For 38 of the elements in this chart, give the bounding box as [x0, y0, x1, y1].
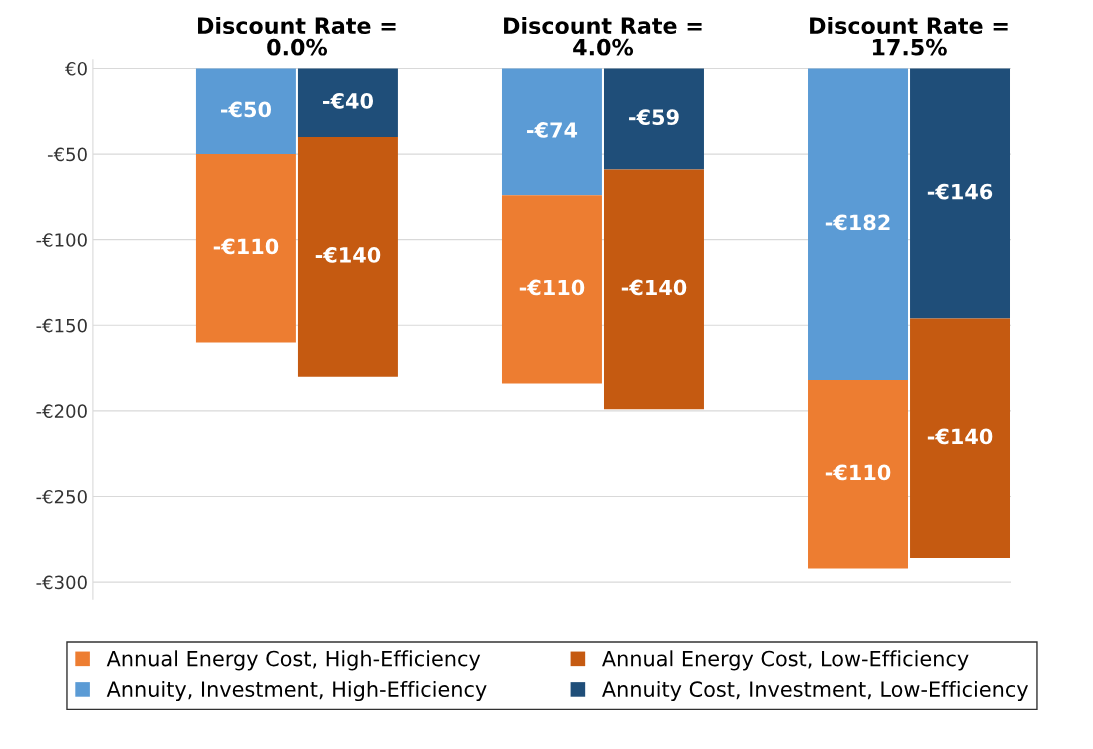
- legend-label: Annual Energy Cost, Low-Efficiency: [602, 650, 969, 671]
- data-label: -€40: [323, 93, 374, 109]
- text: Discount Rate = 0.0%: [198, 16, 396, 56]
- y-tick-label: -€200: [36, 404, 87, 418]
- bar: [501, 68, 602, 196]
- data-label: -€140: [315, 247, 381, 263]
- bar: [603, 68, 704, 170]
- data-label: -€140: [927, 428, 993, 445]
- data-label: -€59: [629, 109, 679, 126]
- bar: [808, 380, 908, 569]
- data-label: -€50: [220, 101, 271, 118]
- text: Discount Rate = 17.5%: [810, 16, 1008, 56]
- bar: [195, 68, 296, 155]
- data-label: -€146: [927, 183, 993, 200]
- legend-label: Annuity, Investment, High-Efficiency: [106, 680, 487, 702]
- bar: [501, 195, 602, 384]
- bar: [808, 68, 908, 381]
- data-label: -€110: [213, 238, 279, 255]
- bar: [910, 318, 1010, 559]
- y-tick-label: €0: [65, 61, 87, 76]
- bar: [297, 136, 398, 377]
- data-label: -€110: [519, 279, 585, 296]
- data-label: -€140: [621, 279, 687, 296]
- y-tick-label: -€300: [36, 575, 87, 590]
- y-tick-label: -€50: [47, 147, 87, 162]
- legend-label: Annual Energy Cost, High-Efficiency: [106, 650, 481, 671]
- y-tick-label: -€150: [36, 318, 87, 333]
- text: Discount Rate = 4.0%: [504, 16, 702, 56]
- bar: [195, 154, 296, 343]
- y-tick-label: -€100: [36, 233, 87, 247]
- bar: [603, 169, 704, 410]
- bar: [910, 68, 1010, 319]
- y-tick-label: -€250: [36, 489, 87, 504]
- legend-label: Annuity Cost, Investment, Low-Efficiency: [602, 680, 1029, 702]
- data-label: -€182: [825, 214, 890, 231]
- data-label: -€110: [825, 464, 891, 481]
- data-label: -€74: [527, 122, 578, 138]
- bar: [297, 68, 398, 137]
